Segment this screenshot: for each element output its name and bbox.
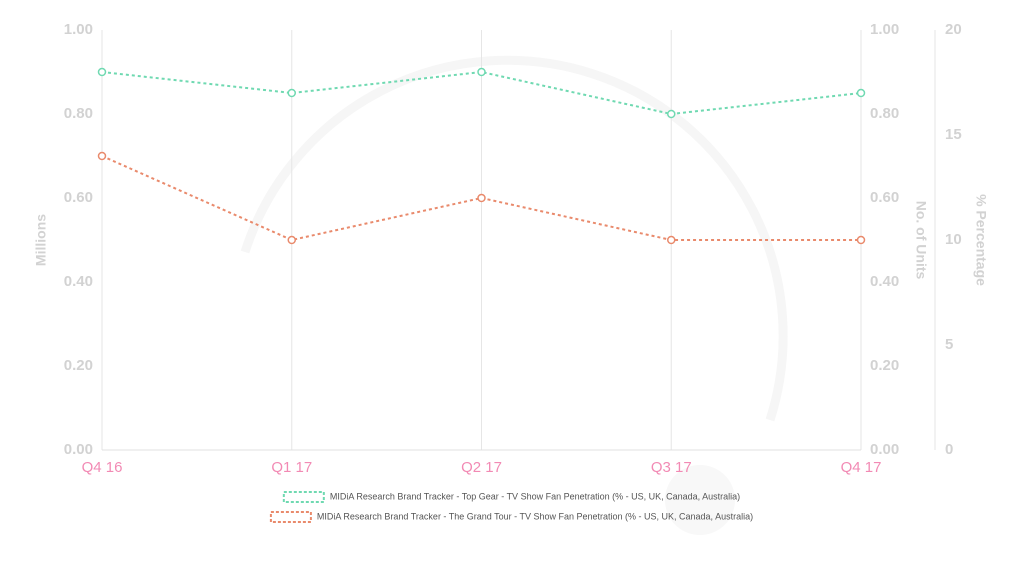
data-point — [477, 67, 486, 77]
y-axis-title: Millions — [33, 214, 49, 266]
y-tick-label: 0.40 — [64, 273, 93, 290]
y3-tick-label: 5 — [945, 336, 953, 353]
data-point — [667, 109, 676, 119]
data-point — [287, 235, 296, 245]
x-tick-label: Q3 17 — [651, 459, 692, 476]
data-point — [667, 235, 676, 245]
data-point — [97, 67, 107, 77]
y2-tick-label: 0.20 — [870, 357, 899, 374]
data-point — [287, 88, 296, 98]
y2-tick-label: 1.00 — [870, 21, 899, 38]
legend-swatch[interactable] — [269, 511, 312, 523]
series-line — [101, 155, 861, 242]
y2-tick-label: 0.40 — [870, 273, 899, 290]
legend-label[interactable]: MIDiA Research Brand Tracker - Top Gear … — [330, 491, 740, 501]
y-tick-label: 1.00 — [64, 21, 93, 38]
y-tick-label: 0.00 — [64, 441, 93, 458]
x-tick-label: Q4 16 — [82, 459, 123, 476]
y-tick-label: 0.80 — [64, 105, 93, 122]
y3-tick-label: 20 — [945, 21, 962, 38]
y-tick-label: 0.20 — [64, 357, 93, 374]
y3-tick-label: 10 — [945, 231, 962, 248]
data-point — [856, 88, 866, 98]
y3-tick-label: 15 — [945, 126, 962, 143]
x-tick-label: Q1 17 — [271, 459, 312, 476]
background-arc — [240, 55, 788, 422]
x-tick-label: Q4 17 — [841, 459, 882, 476]
y2-tick-label: 0.00 — [870, 441, 899, 458]
data-point — [477, 193, 486, 203]
x-tick-label: Q2 17 — [461, 459, 502, 476]
y3-axis-title: % Percentage — [973, 194, 989, 286]
y2-tick-label: 0.80 — [870, 105, 899, 122]
y-tick-label: 0.60 — [64, 189, 93, 206]
series-line — [101, 70, 862, 116]
data-point — [97, 151, 107, 161]
y2-axis-title: No. of Units — [913, 201, 929, 280]
data-point — [856, 235, 866, 245]
legend-label[interactable]: MIDiA Research Brand Tracker - The Grand… — [317, 511, 753, 521]
y2-tick-label: 0.60 — [870, 189, 899, 206]
y3-tick-label: 0 — [945, 441, 953, 458]
legend-swatch[interactable] — [282, 491, 325, 503]
background-circle — [665, 465, 735, 535]
